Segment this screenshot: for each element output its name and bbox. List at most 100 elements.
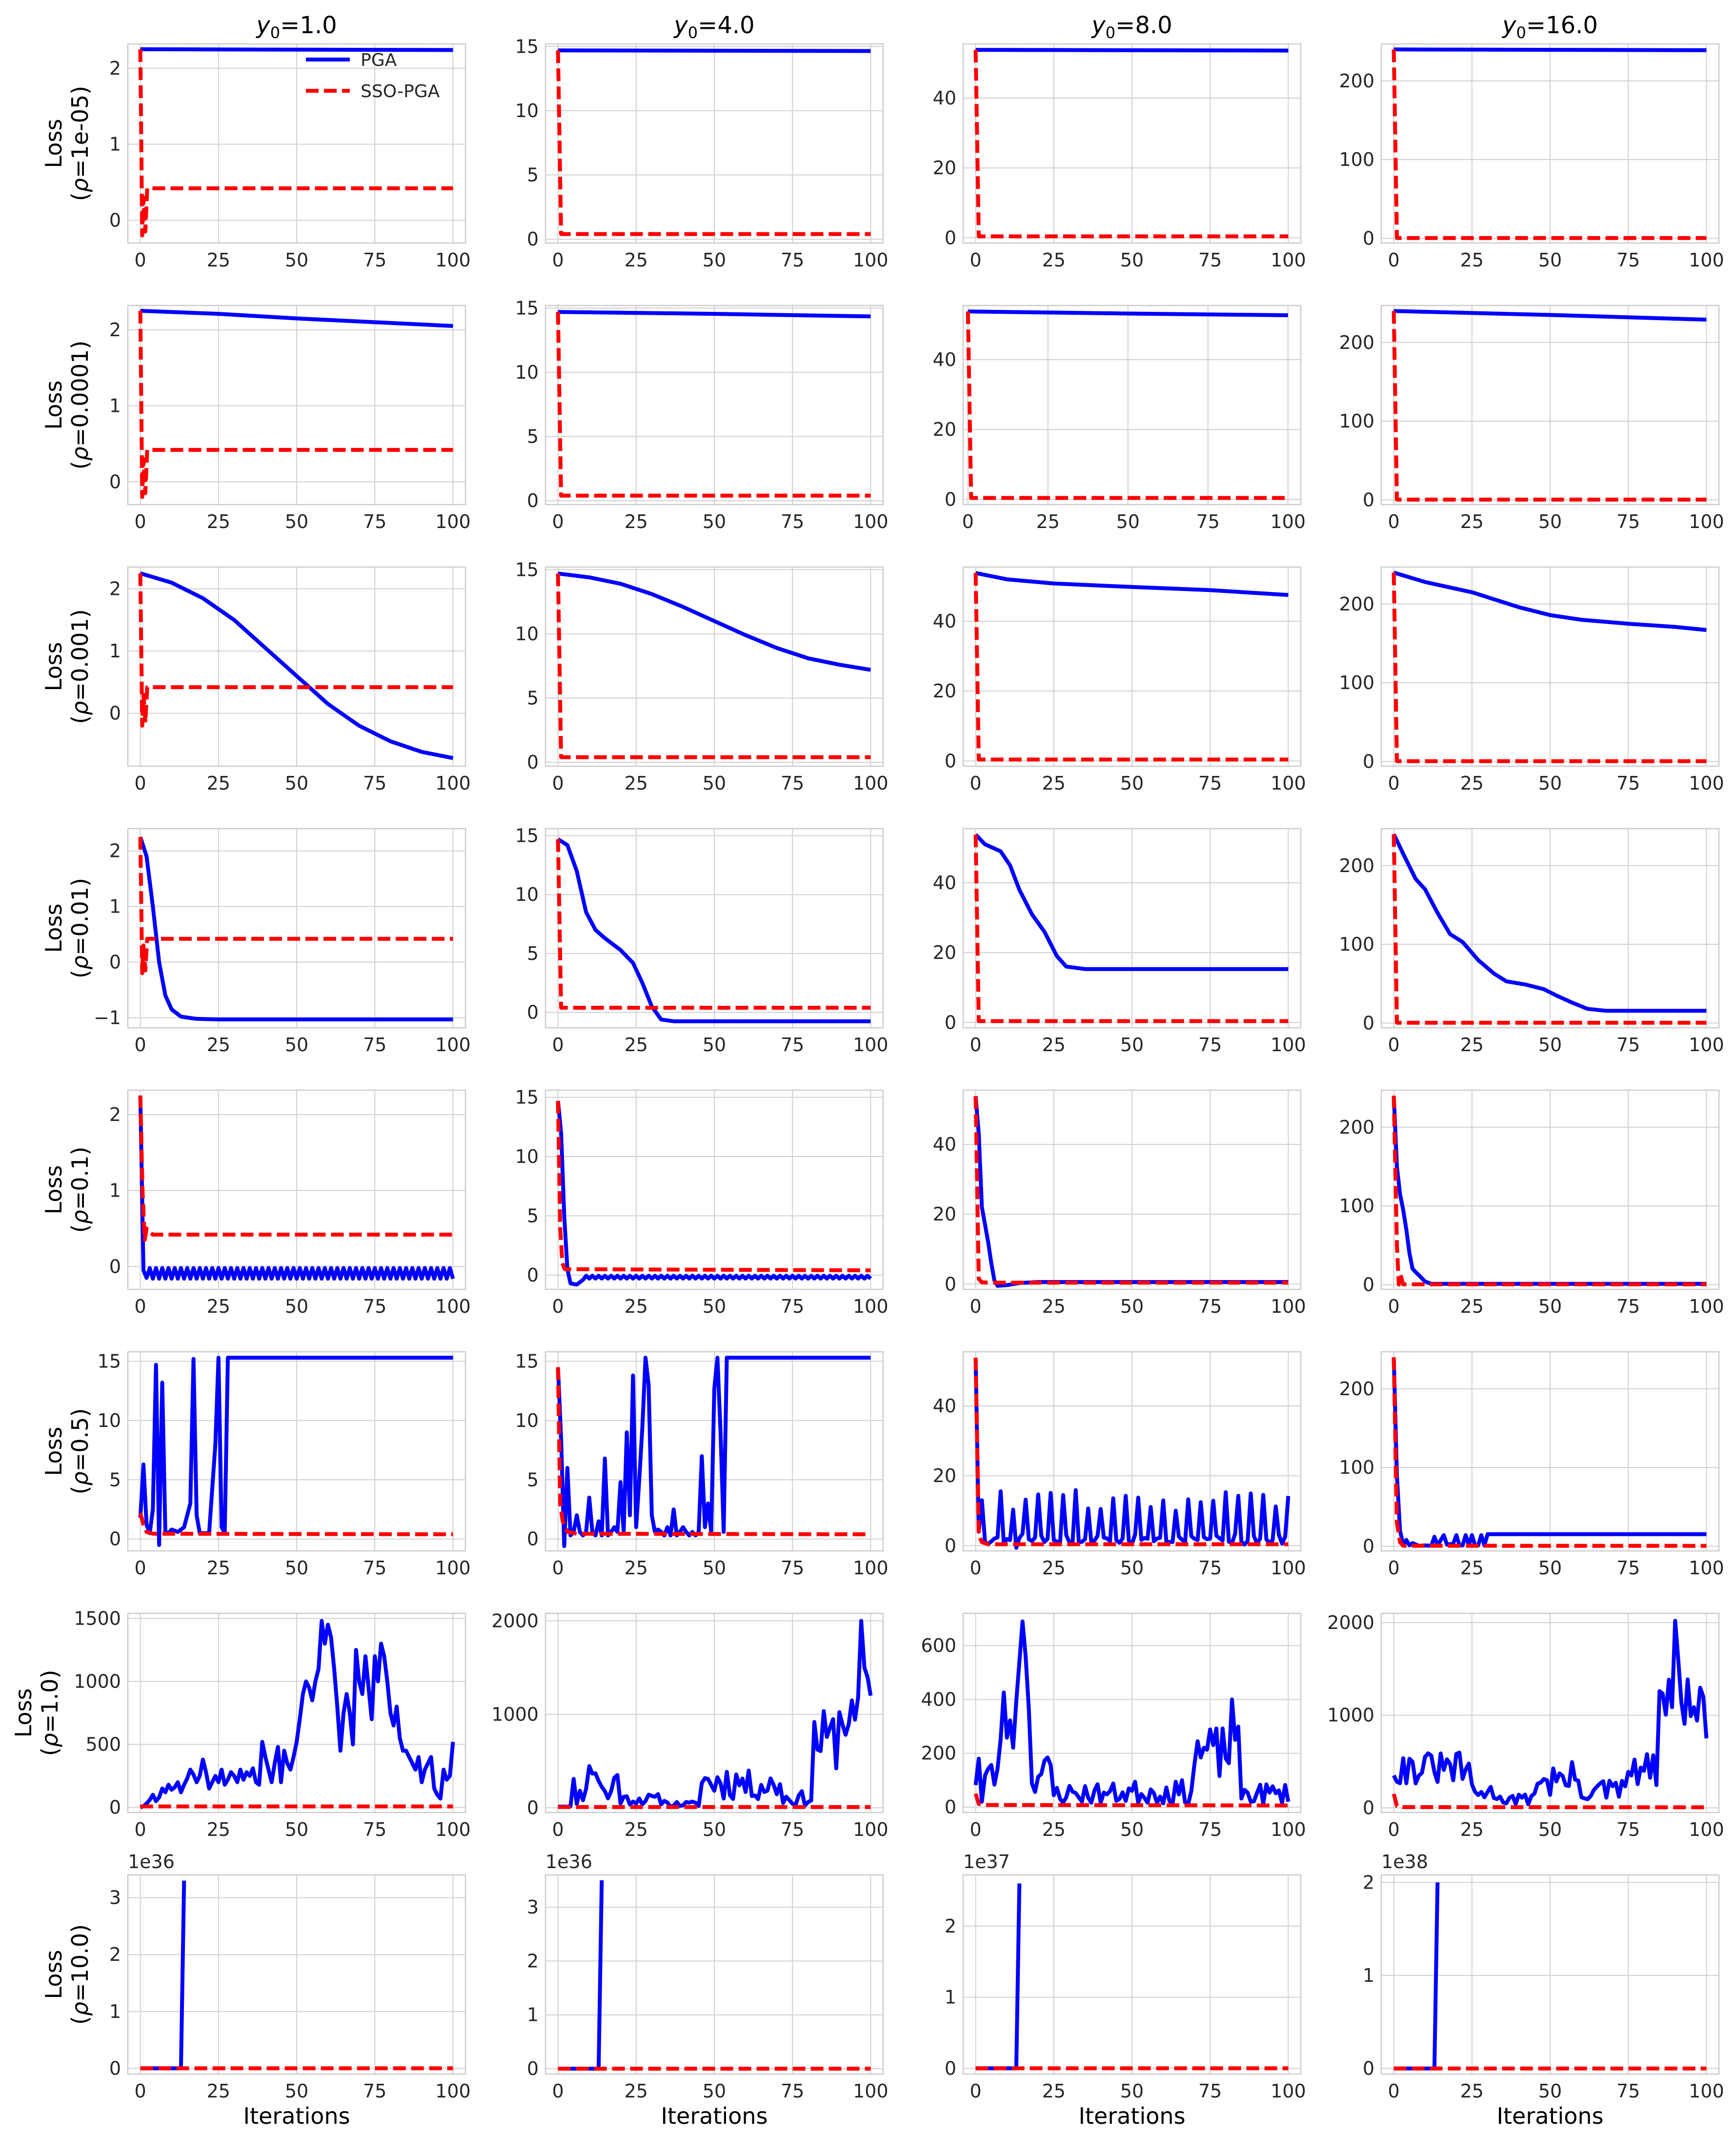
row-labels: Loss(ρ=1e-05)Loss(ρ=0.0001)Loss(ρ=0.001)… (10, 86, 93, 2025)
x-tick-label: 50 (1120, 773, 1144, 794)
row-label: Loss(ρ=1e-05) (40, 86, 93, 201)
series-line-pga (557, 837, 871, 1023)
y-axis-label: Loss (40, 904, 67, 953)
series-line-sso-pga (556, 1100, 871, 1273)
y-tick-label: 10 (515, 1146, 539, 1167)
x-tick-label: 25 (1460, 511, 1484, 532)
series-line-sso-pga (973, 573, 1289, 762)
column-title: y0=16.0 (1501, 12, 1598, 42)
y-tick-label: 0 (945, 1012, 956, 1033)
x-tick-label: 50 (703, 2080, 726, 2102)
x-tick-label: 0 (970, 773, 982, 794)
y-tick-label: 0 (109, 209, 121, 231)
y-tick-label: 2 (109, 58, 121, 79)
x-tick-label: 75 (1616, 1557, 1640, 1579)
y-tick-label: 15 (515, 559, 539, 580)
axes-frame (545, 305, 884, 506)
y-axis-label: Loss (40, 1950, 67, 1999)
subplot-r4-c0: 0 25 50 75 100 0 1 2 (109, 1089, 471, 1317)
y-tick-label: 200 (1339, 1378, 1374, 1400)
x-tick-label: 75 (1616, 773, 1640, 794)
y-tick-label: 100 (1339, 410, 1374, 432)
y-tick-label: 0 (1363, 2058, 1374, 2079)
subplot-r3-c3: 0 25 50 75 100 0 100 200 (1339, 828, 1724, 1056)
x-tick-label: 25 (1042, 1819, 1066, 1840)
subplot-r3-c2: 0 25 50 75 100 0 20 40 (933, 828, 1306, 1056)
x-tick-label: 0 (552, 1819, 564, 1840)
axes-frame (127, 566, 466, 767)
y-tick-label: 40 (933, 349, 956, 370)
series-line-pga (1392, 1096, 1707, 1286)
x-tick-label: 25 (625, 1819, 648, 1840)
axes-frame (545, 566, 884, 767)
axes-frame (962, 1351, 1302, 1552)
axes-frame (127, 43, 466, 244)
x-tick-label: 0 (970, 249, 982, 271)
y-axis-label: Loss (40, 1427, 67, 1476)
y-axis-label-rho: (ρ=0.001) (67, 609, 93, 724)
axes-frame (1380, 1874, 1720, 2075)
y-tick-label: 5 (527, 943, 539, 964)
y-tick-label: 5 (109, 1469, 121, 1490)
x-tick-label: 75 (781, 1819, 804, 1840)
y-tick-label: 0 (109, 1256, 121, 1277)
y-tick-label: 0 (527, 1797, 539, 1818)
axes-frame (545, 828, 884, 1029)
x-tick-label: 25 (207, 1819, 230, 1840)
x-tick-label: 50 (285, 249, 308, 271)
x-tick-label: 100 (853, 1819, 888, 1840)
y-tick-label: 100 (1339, 1457, 1374, 1478)
x-tick-label: 25 (1042, 2080, 1066, 2102)
x-tick-label: 75 (1198, 1296, 1222, 1317)
x-tick-label: 50 (703, 1819, 726, 1840)
axes-frame (1380, 43, 1720, 244)
x-tick-label: 0 (552, 1296, 564, 1317)
x-tick-label: 0 (135, 1557, 146, 1579)
x-tick-label: 0 (552, 773, 564, 794)
subplot-r0-c3: 0 25 50 75 100 0 100 200 (1339, 43, 1724, 271)
axes-frame (545, 1612, 884, 1813)
series-line-pga (1393, 309, 1707, 322)
series-line-sso-pga (556, 312, 871, 498)
x-tick-label: 50 (285, 2080, 308, 2102)
series-line-pga (140, 1619, 455, 1810)
x-tick-label: 0 (135, 1034, 146, 1056)
x-tick-label: 75 (1616, 1034, 1640, 1056)
y-axis-label: Loss (40, 119, 67, 168)
y-tick-label: 20 (933, 942, 956, 963)
y-tick-label: 0 (527, 752, 539, 773)
x-axis-label: Iterations (243, 2103, 350, 2129)
x-tick-label: 0 (135, 1296, 146, 1317)
y-axis-label-rho: (ρ=0.5) (67, 1408, 93, 1495)
x-tick-label: 25 (1460, 1296, 1484, 1317)
y-tick-label: 10 (515, 884, 539, 905)
x-tick-label: 75 (1616, 249, 1640, 271)
x-tick-label: 0 (552, 249, 564, 271)
y-tick-label: 200 (1339, 593, 1374, 615)
series-line-pga (138, 1095, 455, 1281)
x-tick-label: 75 (363, 773, 386, 794)
x-tick-label: 25 (207, 511, 230, 532)
y-tick-label: 2000 (491, 1610, 539, 1631)
x-tick-label: 75 (1198, 1557, 1222, 1579)
series-line-pga (975, 571, 1289, 597)
x-tick-label: 25 (625, 511, 648, 532)
y-tick-label: 3 (527, 1896, 539, 1918)
series-line-sso-pga (138, 49, 453, 238)
series-line-pga (974, 833, 1289, 971)
x-tick-label: 50 (285, 773, 308, 794)
x-axis-labels: Iterations Iterations Iterations Iterations (243, 2103, 1603, 2129)
y-tick-label: 40 (933, 872, 956, 894)
y-tick-label: 5 (527, 687, 539, 709)
series-line-pga (556, 1100, 872, 1287)
y-tick-label: 200 (1339, 1117, 1374, 1138)
x-tick-label: 25 (625, 1296, 648, 1317)
x-tick-label: 50 (703, 1557, 726, 1579)
x-tick-label: 50 (703, 773, 726, 794)
subplot-r2-c2: 0 25 50 75 100 0 20 40 (933, 566, 1306, 794)
subplot-r0-c1: 0 25 50 75 100 0 5 10 15 (515, 36, 888, 271)
y-tick-label: 40 (933, 1395, 956, 1417)
x-axis-label: Iterations (661, 2103, 767, 2129)
y-tick-label: 1 (109, 2001, 121, 2022)
